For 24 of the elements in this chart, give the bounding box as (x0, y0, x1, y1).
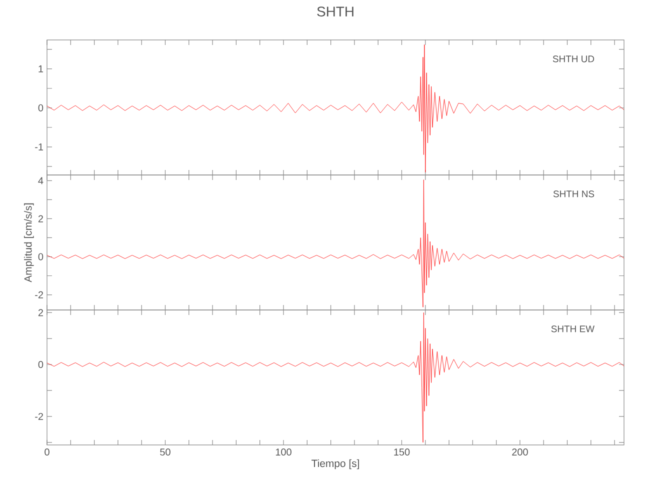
y-tick-label: 0 (38, 104, 44, 112)
y-tick-label: 2 (38, 309, 43, 316)
x-tick-label: 150 (394, 448, 410, 456)
x-axis-title: Tiempo [s] (312, 459, 359, 470)
line-series (47, 180, 624, 308)
x-tick-label: 0 (44, 448, 50, 456)
x-tick-label: 200 (512, 448, 528, 456)
y-tick-label: 0 (38, 253, 44, 260)
y-tick-label: -2 (35, 291, 43, 298)
x-tick-label: 50 (160, 448, 170, 456)
annotation: SHTH EW (551, 326, 594, 332)
y-tick-label: 2 (38, 215, 43, 222)
line-series (47, 44, 624, 172)
chart-title: SHTH (317, 6, 354, 16)
annotation: SHTH UD (552, 56, 594, 62)
y-tick-label: 4 (38, 177, 44, 184)
y-tick-label: -2 (35, 412, 43, 420)
y-tick-label: -1 (35, 143, 44, 150)
y-tick-label: 1 (38, 65, 44, 72)
annotation: SHTH NS (553, 190, 594, 198)
line-series (47, 312, 624, 443)
y-axis-title: Amplitud [cm/s/s] (24, 203, 34, 282)
x-tick-label: 100 (276, 448, 292, 456)
y-tick-label: 0 (38, 360, 44, 368)
